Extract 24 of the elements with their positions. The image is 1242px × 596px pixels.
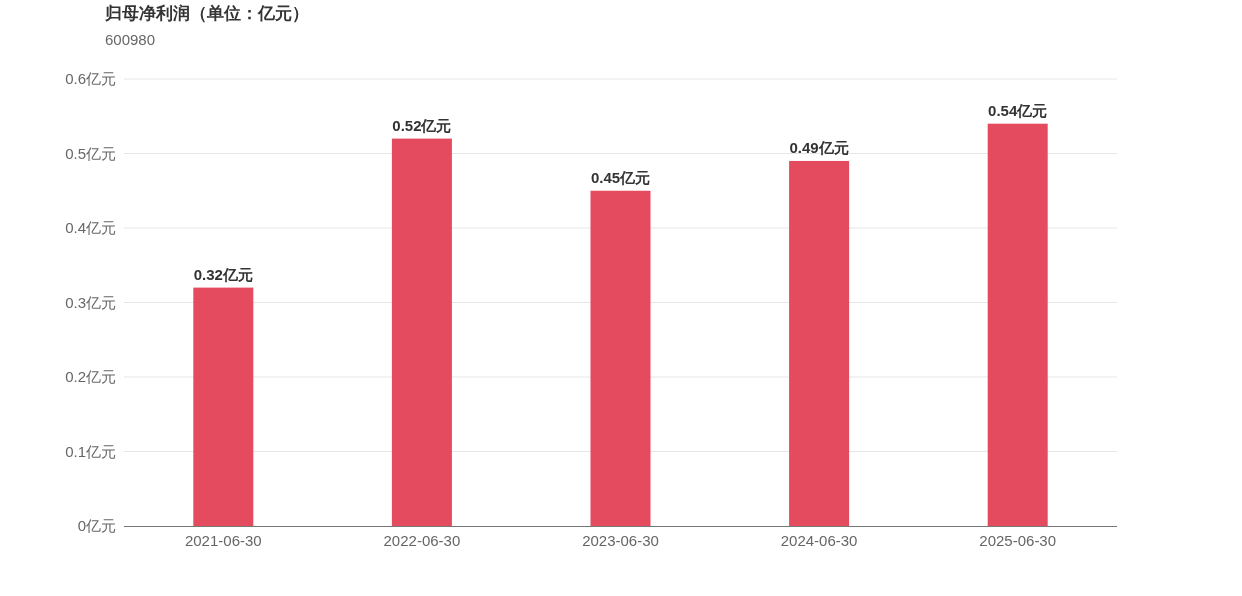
data-label: 0.52亿元: [392, 116, 452, 134]
y-tick-label: 0.5亿元: [65, 144, 116, 162]
y-tick-label: 0.2亿元: [65, 368, 116, 385]
y-tick-label: 0.6亿元: [65, 70, 116, 87]
x-tick-label: 2022-06-30: [383, 532, 461, 549]
x-tick-label: 2021-06-30: [184, 532, 262, 549]
y-tick-label: 0.1亿元: [65, 442, 116, 460]
data-label: 0.32亿元: [193, 265, 253, 283]
bar: [590, 190, 651, 526]
chart-subtitle: 600980: [105, 31, 156, 48]
y-tick-label: 0.3亿元: [65, 293, 116, 311]
chart-title: 归母净利润（单位：亿元）: [104, 4, 309, 23]
y-tick-label: 0.4亿元: [65, 219, 116, 236]
x-tick-label: 2024-06-30: [780, 532, 858, 549]
y-tick-label: 0亿元: [77, 517, 116, 534]
data-label: 0.45亿元: [590, 168, 651, 186]
data-label: 0.49亿元: [789, 138, 849, 156]
bar: [789, 160, 850, 526]
bar: [193, 287, 254, 526]
x-tick-label: 2025-06-30: [979, 532, 1057, 549]
data-label: 0.54亿元: [988, 101, 1048, 119]
bar: [391, 138, 452, 526]
x-tick-label: 2023-06-30: [582, 532, 659, 549]
bar: [987, 123, 1048, 526]
